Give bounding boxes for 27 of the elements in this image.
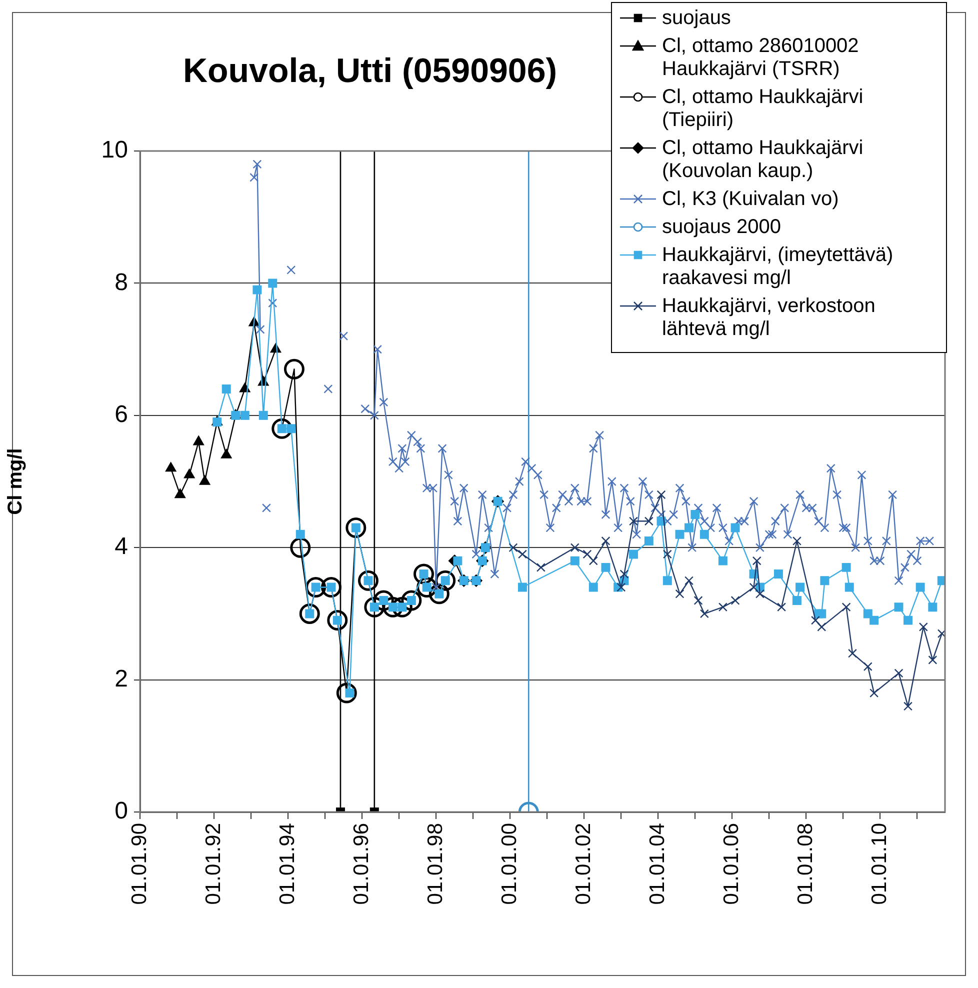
x-tick-label: 01.01.04 (646, 822, 669, 905)
x-tick-label: 01.01.06 (720, 823, 743, 905)
y-tick-label: 2 (114, 665, 128, 692)
x-tick-label: 01.01.08 (794, 823, 818, 905)
legend-label: Cl, ottamo Haukkajärvi (Kouvolan kaup.) (662, 137, 864, 183)
legend-label: Cl, ottamo 286010002 Haukkajärvi (TSRR) (662, 35, 860, 81)
y-tick-label: 10 (101, 136, 128, 164)
x-tick-label: 01.01.96 (350, 823, 373, 905)
y-tick-label: 6 (114, 401, 128, 428)
x-tick-label: 01.01.98 (424, 823, 447, 905)
legend-label: Haukkajärvi, (imeytettävä) raakavesi mg/l (662, 244, 894, 290)
x-tick-label: 01.01.02 (572, 823, 595, 905)
y-tick-label: 4 (114, 533, 128, 560)
legend-label: Haukkajärvi, verkostoon lähtevä mg/l (662, 295, 876, 341)
y-tick-label: 8 (114, 268, 128, 296)
chart-title: Kouvola, Utti (0590906) (182, 52, 558, 91)
x-tick-label: 01.01.90 (128, 823, 151, 905)
legend-label: Cl, ottamo Haukkajärvi (Tiepiiri) (662, 86, 864, 132)
legend-label: Cl, K3 (Kuivalan vo) (662, 188, 839, 211)
legend-label: suojaus (662, 7, 731, 30)
y-axis-title: Cl mg/l (4, 448, 27, 515)
legend-label: suojaus 2000 (662, 216, 781, 239)
x-tick-label: 01.01.92 (202, 823, 225, 905)
x-tick-label: 01.01.94 (276, 822, 299, 905)
x-tick-label: 01.01.00 (498, 823, 521, 905)
y-tick-label: 0 (114, 798, 128, 825)
x-tick-label: 01.01.10 (868, 823, 892, 905)
